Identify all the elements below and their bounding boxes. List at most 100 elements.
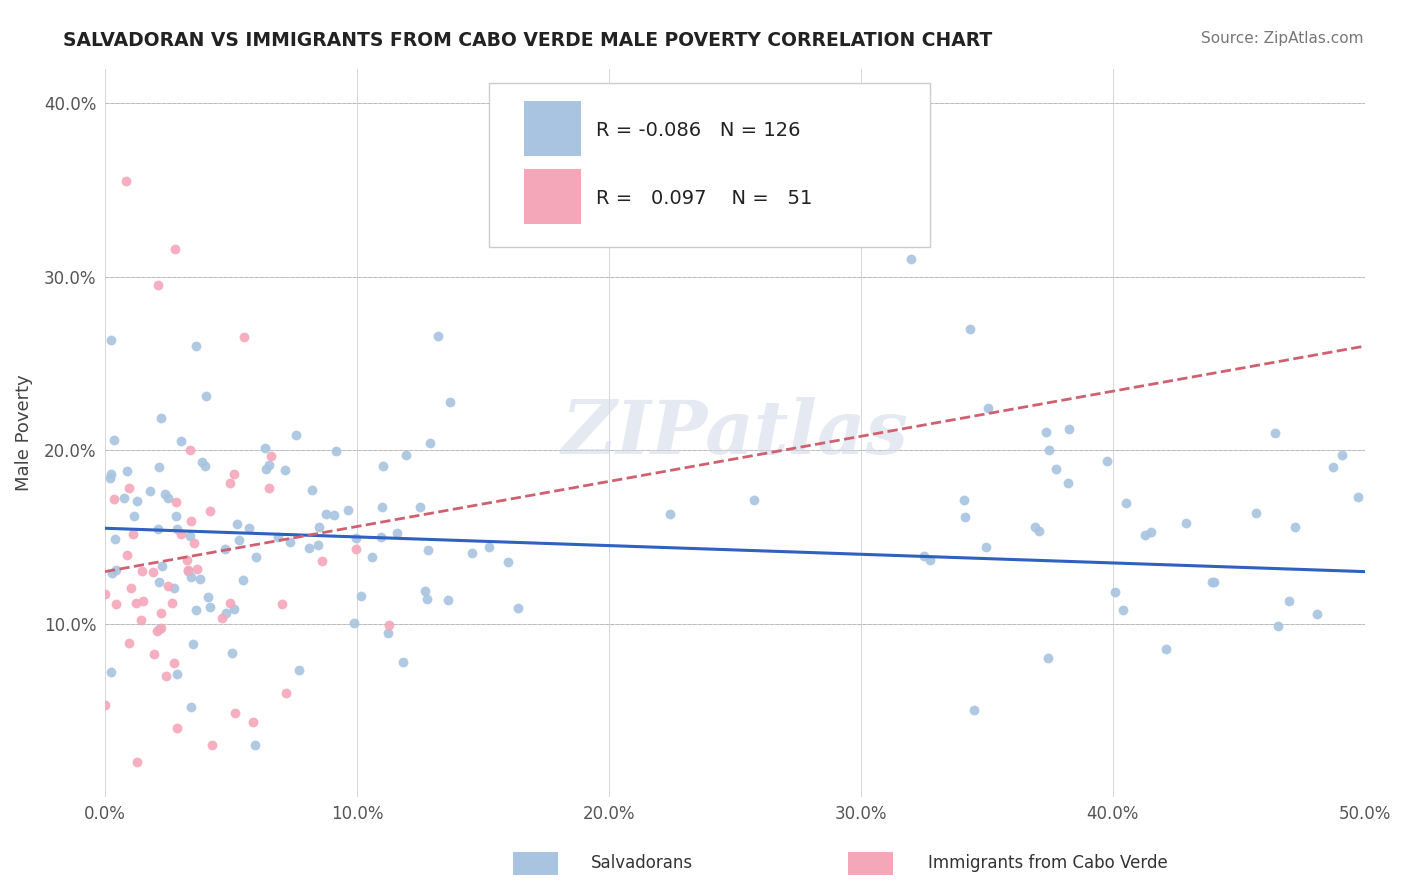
Text: Immigrants from Cabo Verde: Immigrants from Cabo Verde [928, 855, 1168, 872]
Point [742, 492, 765, 507]
Point [160, 596, 183, 610]
Point [224, 601, 246, 615]
Point [337, 503, 360, 517]
Point [179, 443, 201, 458]
Point [118, 481, 141, 495]
Point [163, 656, 186, 670]
Point [370, 530, 392, 544]
Point [245, 738, 267, 752]
Point [1057, 476, 1080, 491]
Point [115, 549, 138, 563]
Point [953, 510, 976, 524]
Point [228, 533, 250, 547]
Point [962, 703, 984, 717]
Text: R = -0.086   N = 126: R = -0.086 N = 126 [596, 121, 801, 140]
Text: R =   0.097    N =   51: R = 0.097 N = 51 [596, 189, 813, 208]
Point [377, 626, 399, 640]
Point [186, 562, 208, 576]
Point [131, 564, 153, 578]
Point [307, 538, 329, 552]
Point [148, 622, 170, 636]
Point [308, 520, 330, 534]
Point [170, 527, 193, 541]
Point [1139, 524, 1161, 539]
Point [142, 647, 165, 661]
Point [418, 436, 440, 450]
Point [149, 410, 172, 425]
Point [176, 563, 198, 577]
Point [242, 714, 264, 729]
Text: Salvadorans: Salvadorans [591, 855, 693, 872]
Point [1038, 443, 1060, 458]
Point [100, 566, 122, 581]
Point [274, 463, 297, 477]
Point [416, 591, 439, 606]
Point [105, 563, 128, 577]
Point [100, 467, 122, 482]
Point [1202, 574, 1225, 589]
Point [1175, 516, 1198, 530]
FancyBboxPatch shape [524, 169, 581, 224]
Point [166, 721, 188, 735]
Point [150, 559, 173, 574]
Point [118, 636, 141, 650]
Point [201, 738, 224, 752]
Point [218, 596, 240, 610]
FancyBboxPatch shape [489, 83, 931, 247]
Point [920, 553, 942, 567]
Point [1133, 528, 1156, 542]
Point [1284, 519, 1306, 533]
Point [224, 467, 246, 482]
Point [1112, 603, 1135, 617]
Point [165, 495, 187, 509]
Point [142, 566, 165, 580]
Point [157, 579, 180, 593]
Point [191, 455, 214, 469]
Point [165, 508, 187, 523]
Point [266, 530, 288, 544]
Point [912, 549, 935, 564]
Point [413, 584, 436, 599]
Point [183, 536, 205, 550]
Point [298, 541, 321, 556]
Point [180, 514, 202, 528]
Point [132, 594, 155, 608]
Point [155, 669, 177, 683]
Point [1115, 496, 1137, 510]
Point [149, 606, 172, 620]
Point [125, 494, 148, 508]
Point [180, 700, 202, 714]
Point [149, 621, 172, 635]
Y-axis label: Male Poverty: Male Poverty [15, 375, 32, 491]
Point [1095, 454, 1118, 468]
Point [259, 449, 281, 463]
Point [416, 543, 439, 558]
Point [371, 458, 394, 473]
Point [315, 507, 337, 521]
Point [460, 546, 482, 560]
Point [1347, 491, 1369, 505]
Point [245, 549, 267, 564]
Point [157, 491, 180, 506]
Point [125, 756, 148, 770]
Point [138, 483, 160, 498]
Point [232, 574, 254, 588]
Point [120, 581, 142, 595]
Point [254, 461, 277, 475]
Point [276, 686, 298, 700]
Point [146, 522, 169, 536]
Point [232, 330, 254, 344]
Point [1035, 425, 1057, 440]
Point [1045, 461, 1067, 475]
Text: ZIPatlas: ZIPatlas [561, 397, 908, 469]
Point [395, 448, 418, 462]
Point [1244, 506, 1267, 520]
Point [385, 525, 408, 540]
Point [129, 613, 152, 627]
Point [98, 471, 121, 485]
Text: Source: ZipAtlas.com: Source: ZipAtlas.com [1201, 31, 1364, 46]
Point [323, 508, 346, 522]
Point [177, 564, 200, 578]
Point [166, 522, 188, 536]
Point [506, 601, 529, 615]
